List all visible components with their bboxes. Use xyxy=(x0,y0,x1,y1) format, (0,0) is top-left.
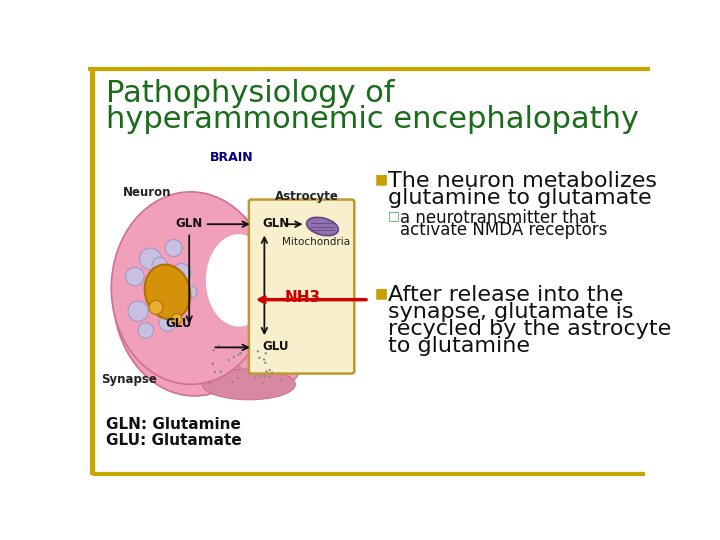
Text: GLU: GLU xyxy=(262,340,289,354)
Circle shape xyxy=(264,352,267,354)
Circle shape xyxy=(152,257,168,273)
Circle shape xyxy=(240,352,242,354)
Text: Synapse: Synapse xyxy=(101,373,157,386)
Circle shape xyxy=(269,376,271,378)
Circle shape xyxy=(257,350,259,353)
Ellipse shape xyxy=(307,217,338,235)
Text: ■: ■ xyxy=(375,173,388,187)
Text: GLU: Glutamate: GLU: Glutamate xyxy=(106,433,241,448)
Circle shape xyxy=(258,375,261,377)
Text: GLN: Glutamine: GLN: Glutamine xyxy=(106,417,240,433)
Ellipse shape xyxy=(206,238,276,338)
Text: The neuron metabolizes: The neuron metabolizes xyxy=(387,171,657,191)
Circle shape xyxy=(212,362,214,364)
Circle shape xyxy=(149,300,163,314)
Circle shape xyxy=(238,367,241,369)
Circle shape xyxy=(212,349,215,352)
Text: □: □ xyxy=(387,210,400,222)
Text: hyperammonemic encephalopathy: hyperammonemic encephalopathy xyxy=(106,105,639,134)
Circle shape xyxy=(217,345,220,347)
Circle shape xyxy=(126,267,144,286)
Text: GLU: GLU xyxy=(166,318,192,330)
Ellipse shape xyxy=(202,369,295,400)
Text: activate NMDA receptors: activate NMDA receptors xyxy=(400,221,608,239)
Circle shape xyxy=(128,301,148,321)
Ellipse shape xyxy=(112,192,270,384)
Circle shape xyxy=(145,284,171,308)
Text: synapse, glutamate is: synapse, glutamate is xyxy=(387,302,633,322)
Text: Neuron: Neuron xyxy=(122,186,171,199)
Ellipse shape xyxy=(113,195,276,396)
Circle shape xyxy=(231,380,234,383)
Circle shape xyxy=(258,357,261,359)
Circle shape xyxy=(159,314,176,331)
Text: Astrocyte: Astrocyte xyxy=(274,190,338,202)
Circle shape xyxy=(237,377,239,379)
Circle shape xyxy=(269,369,271,372)
Text: glutamine to glutamate: glutamine to glutamate xyxy=(387,188,651,208)
Circle shape xyxy=(271,372,274,374)
Ellipse shape xyxy=(145,265,190,319)
Circle shape xyxy=(233,356,235,358)
Text: to glutamine: to glutamine xyxy=(387,336,530,356)
Text: GLN: GLN xyxy=(262,217,289,230)
Circle shape xyxy=(239,346,241,349)
Text: ■: ■ xyxy=(375,287,388,301)
Circle shape xyxy=(228,359,230,361)
Circle shape xyxy=(140,248,161,269)
Circle shape xyxy=(263,375,266,377)
Circle shape xyxy=(214,371,216,373)
FancyBboxPatch shape xyxy=(249,200,354,374)
Ellipse shape xyxy=(206,234,271,327)
Circle shape xyxy=(171,314,182,325)
Circle shape xyxy=(238,354,240,356)
Circle shape xyxy=(174,296,189,310)
Text: After release into the: After release into the xyxy=(387,285,623,305)
Circle shape xyxy=(265,370,268,373)
Text: Pathophysiology of: Pathophysiology of xyxy=(106,79,394,107)
Text: recycled by the astrocyte: recycled by the astrocyte xyxy=(387,319,671,339)
Circle shape xyxy=(246,347,248,349)
Ellipse shape xyxy=(199,344,300,394)
Bar xyxy=(90,70,94,475)
Circle shape xyxy=(220,370,222,373)
Circle shape xyxy=(212,363,214,366)
Circle shape xyxy=(264,362,266,364)
Circle shape xyxy=(184,286,197,298)
Circle shape xyxy=(172,264,191,282)
Circle shape xyxy=(138,323,153,338)
Text: GLN: GLN xyxy=(176,217,203,230)
Circle shape xyxy=(263,359,265,361)
Circle shape xyxy=(209,382,211,384)
Text: Mitochondria: Mitochondria xyxy=(282,237,351,247)
Circle shape xyxy=(253,376,256,379)
Text: a neurotransmitter that: a neurotransmitter that xyxy=(400,209,596,227)
Text: NH3: NH3 xyxy=(285,289,321,305)
Text: BRAIN: BRAIN xyxy=(210,151,253,164)
Circle shape xyxy=(262,382,264,384)
Circle shape xyxy=(280,379,282,381)
Circle shape xyxy=(165,240,182,256)
